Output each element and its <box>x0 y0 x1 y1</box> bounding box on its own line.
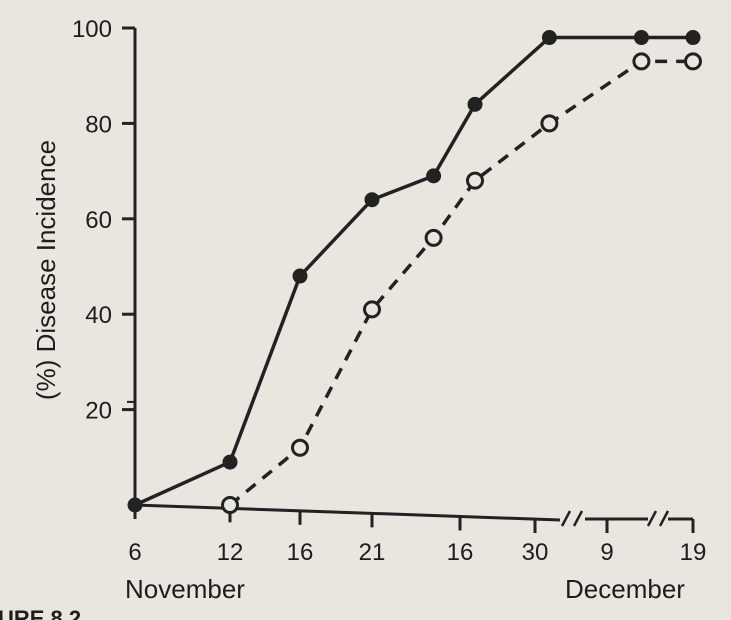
x-tick-label: 30 <box>522 539 549 566</box>
x-tick-label: 12 <box>217 539 244 566</box>
x-tick-label: 16 <box>287 539 314 566</box>
series-1-point <box>685 30 701 46</box>
y-tick-label: 80 <box>85 111 112 138</box>
x-tick-label: 6 <box>128 539 141 566</box>
series-layer <box>127 30 702 514</box>
axis-break-mark <box>560 510 572 527</box>
x-tick-label: 9 <box>600 539 613 566</box>
series-2-point <box>424 228 443 247</box>
x-axis: 6 12 16 21 16 30 9 19 <box>128 503 707 566</box>
axis-break-mark <box>646 510 658 527</box>
caption-fragment: URE 8.2 <box>0 606 81 620</box>
series-2-line <box>228 59 693 507</box>
series-2-point <box>291 438 309 457</box>
series-2-point <box>466 171 484 190</box>
series-2-point <box>632 52 651 71</box>
series-1-point <box>541 30 557 46</box>
series-1-point <box>426 168 442 184</box>
x-group-label-december: December <box>565 574 685 604</box>
y-tick-label: 60 <box>85 207 112 234</box>
x-tick-label: 16 <box>447 539 474 566</box>
series-1-point <box>292 268 308 284</box>
series-1-point <box>127 497 143 513</box>
x-group-label-november: November <box>125 574 245 604</box>
series-2-point <box>363 300 381 319</box>
series-2-point <box>540 114 559 133</box>
series-2 <box>221 52 702 514</box>
series-2-point <box>221 496 239 514</box>
series-1 <box>127 30 701 513</box>
y-axis: 20 40 60 80 100 <box>72 16 137 505</box>
y-tick-label: 100 <box>72 16 112 43</box>
series-2-point <box>684 52 702 71</box>
y-tick-label: 40 <box>85 302 112 329</box>
axis-break-mark <box>658 510 670 527</box>
x-axis-line <box>134 503 693 522</box>
axis-break-mark <box>572 510 584 527</box>
series-1-line <box>134 35 693 507</box>
series-1-point <box>633 30 649 46</box>
series-1-point <box>222 454 238 470</box>
y-tick-label: 20 <box>85 398 112 425</box>
x-tick-label: 19 <box>680 539 707 566</box>
y-axis-label: (%) Disease Incidence <box>31 140 61 400</box>
x-tick-label: 21 <box>359 539 386 566</box>
series-1-point <box>364 192 380 208</box>
series-1-point <box>467 96 483 112</box>
